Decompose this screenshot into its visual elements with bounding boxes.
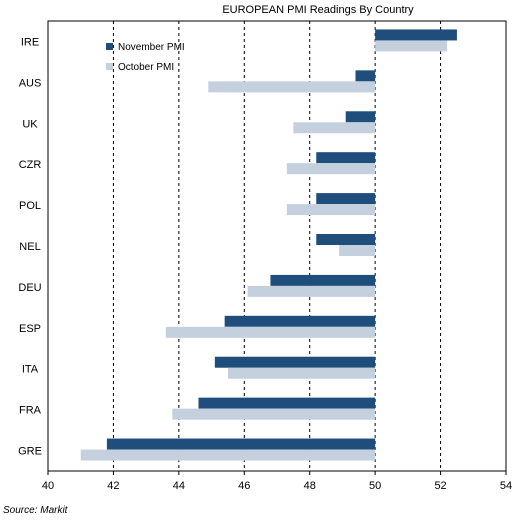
source-note: Source: Markit <box>3 505 68 516</box>
bar-november-uk <box>345 111 376 123</box>
category-label: FRA <box>19 405 42 417</box>
legend: November PMI October PMI <box>106 42 185 73</box>
bar-november-czr <box>316 152 376 164</box>
bar-october-aus <box>208 81 376 93</box>
x-tick-labels: 40 42 44 46 48 50 52 54 <box>42 480 512 492</box>
x-tick-label: 48 <box>304 480 316 492</box>
bar-october-esp <box>165 326 376 338</box>
bar-november-deu <box>270 274 376 286</box>
bar-november-aus <box>355 70 376 82</box>
bar-october-ita <box>227 367 376 379</box>
bar-october-nel <box>339 245 376 256</box>
category-label: POL <box>19 200 41 212</box>
bar-november-nel <box>316 234 376 245</box>
bar-november-pol <box>316 193 376 205</box>
x-tick-label: 54 <box>500 480 512 492</box>
bar-november-esp <box>224 315 376 327</box>
legend-label: October PMI <box>118 62 174 73</box>
bar-october-uk <box>293 122 376 134</box>
bar-october-deu <box>247 285 376 297</box>
legend-label: November PMI <box>118 42 185 53</box>
bar-october-fra <box>172 408 376 420</box>
category-label: ITA <box>22 364 39 376</box>
category-label: UK <box>22 118 38 130</box>
bar-november-gre <box>106 438 376 450</box>
category-label: CZR <box>19 159 42 171</box>
bar-october-czr <box>286 163 376 175</box>
category-label: GRE <box>18 446 42 458</box>
x-tick-label: 50 <box>369 480 381 492</box>
bar-november-fra <box>198 397 376 409</box>
axes <box>47 20 507 475</box>
category-label: AUS <box>19 77 42 89</box>
bar-november-ire <box>375 29 457 41</box>
category-labels: IRE AUS UK CZR POL NEL DEU ESP ITA FRA GRE <box>18 36 42 457</box>
bar-november-ita <box>214 356 376 368</box>
category-label: IRE <box>21 36 39 48</box>
legend-swatch <box>106 63 113 70</box>
plot-frame <box>47 20 507 472</box>
bar-october-ire <box>375 40 448 52</box>
category-label: DEU <box>18 282 41 294</box>
bars <box>80 29 457 461</box>
x-tick-label: 42 <box>107 480 119 492</box>
x-tick-label: 46 <box>238 480 250 492</box>
x-tick-label: 44 <box>173 480 185 492</box>
bar-october-pol <box>286 204 376 216</box>
x-tick-label: 52 <box>434 480 446 492</box>
category-label: ESP <box>19 323 41 335</box>
x-tick-label: 40 <box>42 480 54 492</box>
category-label: NEL <box>19 241 40 253</box>
bar-october-gre <box>80 449 376 461</box>
legend-swatch <box>106 43 113 50</box>
chart-title: EUROPEAN PMI Readings By Country <box>222 4 414 16</box>
